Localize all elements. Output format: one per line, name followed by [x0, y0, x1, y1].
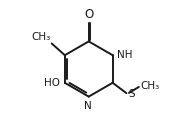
- Text: S: S: [128, 89, 135, 99]
- Text: CH₃: CH₃: [32, 32, 51, 42]
- Text: HO: HO: [44, 78, 60, 88]
- Text: O: O: [84, 8, 93, 21]
- Text: NH: NH: [117, 50, 133, 59]
- Text: N: N: [84, 101, 92, 111]
- Text: CH₃: CH₃: [140, 81, 159, 91]
